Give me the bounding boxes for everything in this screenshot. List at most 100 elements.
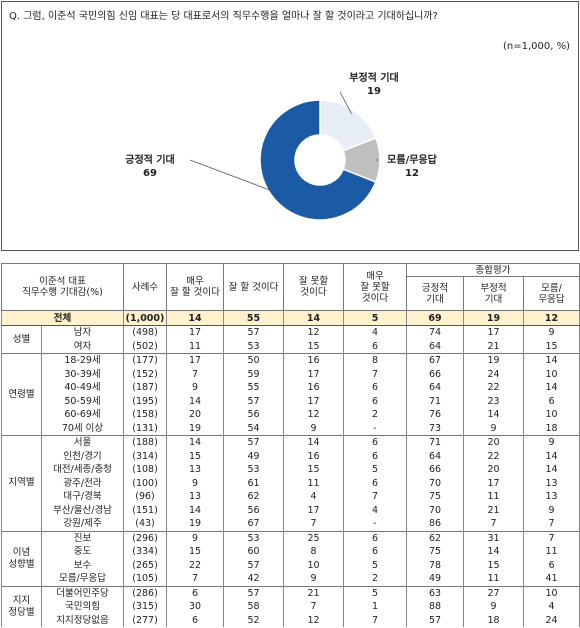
cell: 14 (283, 435, 345, 450)
slice-label: 긍정적 기대 (125, 153, 174, 166)
cell: 9 (523, 435, 580, 450)
cell: 88 (406, 600, 465, 614)
header-cell: 부정적 기대 (463, 276, 525, 311)
cell: 14 (463, 545, 525, 559)
cell: 14 (523, 449, 580, 463)
header-cell: 사례수 (123, 263, 168, 311)
header-line: 직무수행 기대감(%) (22, 287, 103, 298)
header-line: 기대 (484, 293, 503, 305)
cell: 9 (463, 600, 525, 614)
slice-label: 부정적 기대 (349, 71, 398, 84)
cell: 13 (166, 490, 225, 504)
donut-slice (259, 99, 377, 221)
question: Q. 그럼, 이준석 국민의힘 신임 대표는 당 대표로서의 직무수행을 얼마나… (9, 9, 438, 22)
row-label: 부산/울산/경남 (40, 503, 125, 517)
cell: 15 (283, 463, 345, 477)
cell: 6 (523, 558, 580, 572)
row-label: 더불어민주당 (40, 585, 125, 600)
cell: 7 (166, 367, 225, 381)
cell: (152) (123, 367, 168, 381)
cell: 70 (406, 476, 465, 490)
cell: 52 (223, 613, 285, 627)
cell: 64 (406, 339, 465, 354)
cell: 7 (343, 490, 408, 504)
cell: 14 (166, 310, 225, 326)
cell: 15 (283, 339, 345, 354)
cell: 11 (166, 339, 225, 354)
header-cell: 매우 잘 못할 것이다 (343, 263, 408, 311)
group-label: 지지 정당별 (1, 585, 42, 627)
cell: 19 (166, 421, 225, 436)
cell: 19 (166, 517, 225, 531)
header-line: 긍정적 (421, 282, 449, 294)
cell: - (343, 421, 408, 436)
row-label: 중도 (40, 545, 125, 559)
cell: - (343, 517, 408, 531)
cell: (105) (123, 572, 168, 586)
cell: 14 (463, 408, 525, 422)
header-row: 긍정적 기대 부정적 기대 모름/무응답 (2, 276, 580, 311)
cell: 9 (463, 421, 525, 436)
cell: 6 (343, 435, 408, 450)
data-row: 지지 정당별 더불어민주당 (286) 6 57 21 5 63 27 10 (1, 585, 580, 627)
data-row: 대전/세종/충청 (108) 13 53 15 5 66 20 14 (2, 463, 580, 477)
cell: 14 (166, 435, 225, 450)
data-row: 중도 (334) 15 60 8 6 75 14 11 (2, 545, 580, 559)
cell: 60 (223, 545, 285, 559)
cell: 15 (463, 558, 525, 572)
header-line: 무응답 (538, 293, 565, 305)
header-cell: 매우 잘 할 것이다 (166, 263, 225, 311)
cell: 17 (166, 353, 225, 368)
cell: 86 (406, 517, 465, 531)
cell: 13 (523, 476, 580, 490)
cell: (188) (123, 435, 168, 450)
cell: 18 (463, 613, 525, 627)
cell: 25 (283, 530, 345, 545)
leader-line (339, 91, 352, 114)
data-row: 보수 (265) 22 57 10 5 78 15 6 (2, 558, 580, 572)
cell: 53 (223, 339, 285, 354)
row-label: 광주/전라 (40, 476, 125, 490)
cell: 63 (406, 585, 465, 600)
data-row: 대구/경북 (96) 13 62 4 7 75 11 13 (2, 490, 580, 504)
cell: 6 (166, 585, 225, 600)
cell: 4 (343, 503, 408, 517)
data-row: 인천/경기 (314) 15 49 16 6 64 22 14 (2, 449, 580, 463)
cell: 7 (343, 367, 408, 381)
cell: 1 (343, 600, 408, 614)
cell: 58 (223, 600, 285, 614)
data-row: 50-59세 (195) 14 57 17 6 71 23 6 (2, 394, 580, 408)
slice-value: 19 (367, 86, 381, 97)
row-label: 서울 (40, 435, 125, 450)
cell: 57 (223, 585, 285, 600)
cell: 14 (166, 503, 225, 517)
group-label: 연령별 (1, 353, 42, 436)
cell: 4 (343, 325, 408, 340)
cell: 64 (406, 449, 465, 463)
cell: 22 (166, 558, 225, 572)
cell: 57 (223, 435, 285, 450)
chart: Q. 그럼, 이준석 국민의힘 신임 대표는 당 대표로서의 직무수행을 얼마나… (9, 9, 570, 221)
cell: 6 (343, 476, 408, 490)
row-label: 18-29세 (40, 353, 125, 368)
cell: 24 (523, 613, 580, 627)
row-label: 국민의힘 (40, 600, 125, 614)
cell: 12 (283, 408, 345, 422)
cell: 10 (523, 367, 580, 381)
result-table: 이준석 대표 직무수행 기대감(%) 사례수 매우 잘 할 것이다 잘 할 것이다 잘 못할… (0, 263, 580, 627)
cell: 75 (406, 545, 465, 559)
header-line: 매우 (366, 270, 384, 282)
total-row: 전체 (1,000) 14 55 14 5 69 19 12 (0, 310, 580, 326)
cell: 11 (523, 545, 580, 559)
row-label: 70세 이상 (40, 421, 125, 436)
cell: 6 (166, 613, 225, 627)
row-label: 진보 (40, 530, 125, 545)
cell: 15 (166, 545, 225, 559)
cell: 7 (463, 517, 525, 531)
cell: 12 (523, 310, 580, 326)
header-line: 기대 (426, 293, 444, 305)
data-row: 60-69세 (158) 20 56 12 2 76 14 10 (2, 408, 580, 422)
row-label: 대전/세종/충청 (40, 463, 125, 477)
cell: 5 (343, 558, 408, 572)
